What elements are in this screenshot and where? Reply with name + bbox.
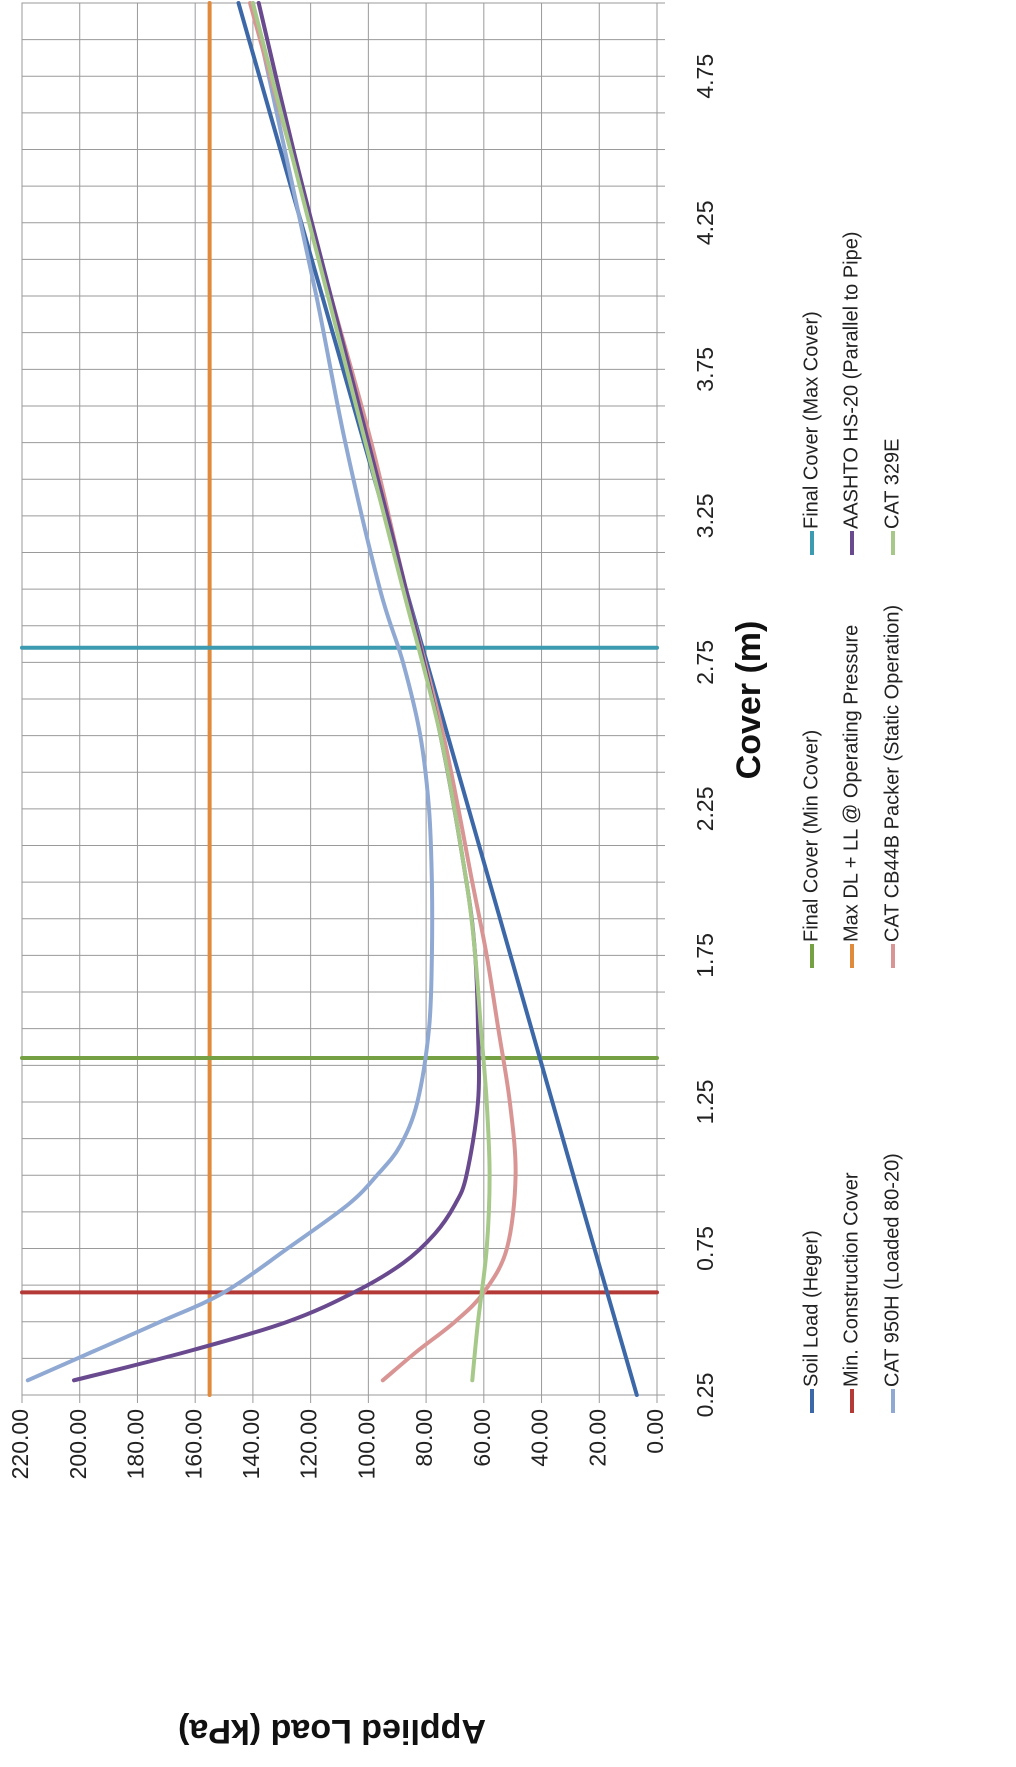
x-tick-label: 0.75 <box>692 1226 718 1271</box>
y-tick-label: 140.00 <box>238 1409 264 1479</box>
x-tick-label: 3.75 <box>692 347 718 392</box>
series-cat-329e <box>250 1 492 1383</box>
legend-label: Soil Load (Heger) <box>800 1230 822 1387</box>
x-tick-label: 0.25 <box>692 1373 718 1418</box>
legend-label: Max DL + LL @ Operating Pressure <box>840 625 862 942</box>
legend-item-max-dl-ll-operating-pressure: Max DL + LL @ Operating Pressure <box>840 625 862 968</box>
legend-item-final-cover-min-cover: Final Cover (Min Cover) <box>800 730 822 968</box>
y-tick-label: 60.00 <box>469 1409 495 1467</box>
x-tick-label: 2.75 <box>692 640 718 685</box>
legend-item-min-construction-cover: Min. Construction Cover <box>840 1172 862 1413</box>
x-tick-label: 4.25 <box>692 200 718 245</box>
legend-item-soil-load-heger: Soil Load (Heger) <box>800 1230 822 1413</box>
legend-label: CAT CB44B Packer (Static Operation) <box>881 605 903 942</box>
legend-item-final-cover-max-cover: Final Cover (Max Cover) <box>800 311 822 555</box>
legend-label: Min. Construction Cover <box>840 1172 862 1387</box>
y-tick-label: 40.00 <box>527 1409 553 1467</box>
x-axis-title: Cover (m) <box>730 621 768 780</box>
legend-item-aashto-hs-20-parallel-to-pipe: AASHTO HS-20 (Parallel to Pipe) <box>840 231 862 555</box>
y-tick-label: 100.00 <box>353 1409 379 1479</box>
tick-labels: 0.25 0.75 1.25 1.75 2.25 2.75 3.25 3.75 4.25 4.75… <box>7 54 718 1479</box>
y-tick-label: 20.00 <box>584 1409 610 1467</box>
y-tick-label: 220.00 <box>7 1409 33 1479</box>
plot-frame <box>21 2 658 1396</box>
series-lines <box>20 1 659 1397</box>
legend: Soil Load (Heger) Min. Construction Cover… <box>800 231 903 1413</box>
y-tick-label: 120.00 <box>296 1409 322 1479</box>
legend-item-cat-cb44b-packer-static-operation: CAT CB44B Packer (Static Operation) <box>881 605 903 968</box>
legend-label: AASHTO HS-20 (Parallel to Pipe) <box>840 231 862 529</box>
y-tick-label: 180.00 <box>123 1409 149 1479</box>
y-tick-label: 80.00 <box>411 1409 437 1467</box>
legend-label: Final Cover (Max Cover) <box>800 311 822 529</box>
x-tick-label: 1.25 <box>692 1080 718 1125</box>
legend-item-cat-950h-loaded-80-20: CAT 950H (Loaded 80-20) <box>881 1153 903 1413</box>
y-tick-label: 0.00 <box>642 1409 668 1454</box>
y-axis-title: Applied Load (kPa) <box>178 1712 486 1750</box>
legend-item-cat-329e: CAT 329E <box>881 439 903 555</box>
y-tick-label: 200.00 <box>65 1409 91 1479</box>
x-tick-label: 3.25 <box>692 493 718 538</box>
grid <box>21 2 665 1403</box>
x-tick-label: 2.25 <box>692 787 718 832</box>
legend-label: CAT 950H (Loaded 80-20) <box>881 1153 903 1387</box>
legend-label: CAT 329E <box>881 439 903 529</box>
x-tick-label: 1.75 <box>692 933 718 978</box>
x-tick-label: 4.75 <box>692 54 718 99</box>
series-soil-load-heger <box>236 1 639 1397</box>
series-cat-950h-loaded-80-20 <box>25 1 435 1383</box>
y-tick-label: 160.00 <box>180 1409 206 1479</box>
legend-label: Final Cover (Min Cover) <box>800 730 822 942</box>
